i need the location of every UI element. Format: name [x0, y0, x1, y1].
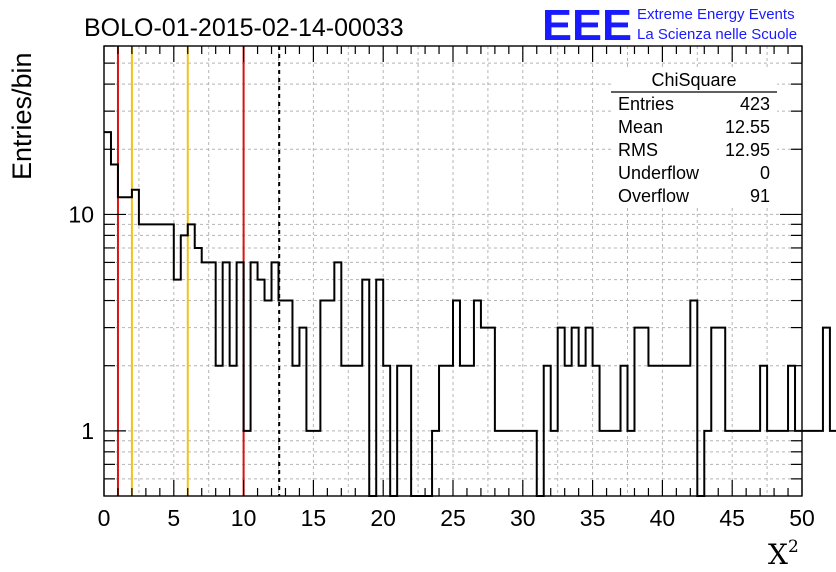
x-tick-label: 25 [440, 505, 466, 531]
stats-box-background [611, 70, 777, 208]
eee-logo: EEE Extreme Energy Events La Scienza nel… [542, 1, 797, 50]
chart-title: BOLO-01-2015-02-14-00033 [84, 14, 404, 42]
stats-row-label: RMS [618, 140, 658, 160]
logo-line-2: La Scienza nelle Scuole [637, 26, 797, 43]
histogram-series [104, 131, 836, 497]
x-axis-label: X2 [768, 537, 799, 571]
x-tick-label: 35 [580, 505, 606, 531]
x-tick-label: 10 [231, 505, 257, 531]
y-axis-label: Entries/bin [7, 52, 37, 180]
axis-ticks: 0 5 10 15 20 25 30 35 40 45 50 1 10 [68, 45, 815, 531]
logo-line-1: Extreme Energy Events [637, 6, 795, 23]
stats-row-value: 91 [750, 186, 770, 206]
stats-row-value: 12.95 [725, 140, 770, 160]
x-tick-label: 5 [167, 505, 180, 531]
stats-row-label: Underflow [618, 163, 700, 183]
stats-box: ChiSquare Entries 423 Mean 12.55 RMS 12.95 Und… [611, 70, 777, 208]
y-tick-label: 1 [81, 418, 94, 444]
stats-box-title: ChiSquare [651, 70, 736, 90]
x-tick-label: 20 [370, 505, 396, 531]
x-tick-label: 15 [301, 505, 327, 531]
stats-row-label: Entries [618, 94, 674, 114]
x-tick-label: 0 [98, 505, 111, 531]
x-tick-label: 50 [789, 505, 815, 531]
x-axis-label-superscript: 2 [788, 537, 799, 557]
x-axis-label-symbol: X [768, 538, 788, 571]
histogram [104, 131, 836, 497]
stats-row-label: Mean [618, 117, 663, 137]
reference-lines [116, 46, 281, 496]
stats-row-value: 12.55 [725, 117, 770, 137]
x-tick-label: 40 [650, 505, 676, 531]
x-tick-label: 45 [719, 505, 745, 531]
logo-mark: EEE [542, 1, 632, 50]
stats-box-rows: Entries 423 Mean 12.55 RMS 12.95 Underflow 0 Ove… [618, 94, 770, 206]
x-tick-label: 30 [510, 505, 536, 531]
stats-row-value: 423 [740, 94, 770, 114]
stats-row-value: 0 [760, 163, 770, 183]
y-tick-label: 10 [68, 201, 94, 227]
stats-row-label: Overflow [618, 186, 690, 206]
